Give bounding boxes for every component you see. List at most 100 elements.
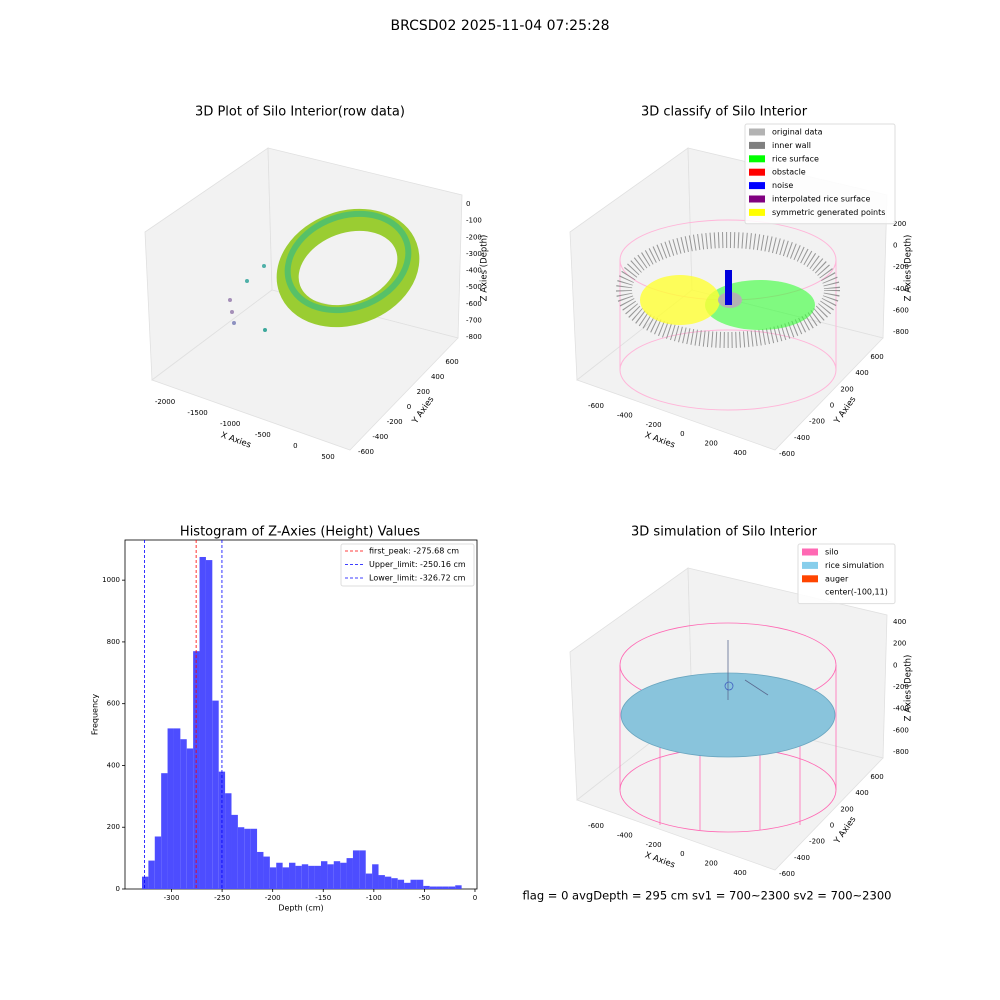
y-tick-label: -600 [779, 870, 795, 878]
x-tick-label: 0 [680, 430, 684, 438]
z-tick-label: -600 [466, 300, 482, 308]
x-tick-label: 400 [733, 449, 746, 457]
z-tick-label: 400 [893, 618, 906, 626]
histogram-bar [397, 879, 405, 889]
y-tick-label: 600 [870, 353, 883, 361]
x-tick-label: -400 [617, 831, 633, 839]
y-tick-label: 0 [407, 403, 411, 411]
figure-title: BRCSD02 2025-11-04 07:25:28 [390, 18, 609, 34]
y-tick-label: 200 [840, 805, 853, 813]
x-tick-label: -200 [646, 841, 662, 849]
z-tick-label: -400 [893, 705, 909, 713]
x-tick-label: -200 [646, 421, 662, 429]
histogram-bar [308, 865, 315, 889]
z-tick-label: 0 [893, 242, 897, 250]
histogram-bar [257, 851, 264, 889]
chart-title: 3D simulation of Silo Interior [631, 525, 818, 540]
x-tick-label: -400 [617, 411, 633, 419]
classified-cloud [616, 219, 840, 411]
y-tick-label: 600 [870, 773, 883, 781]
z-tick-label: -600 [893, 306, 909, 314]
x-tick-label: -600 [588, 822, 604, 830]
x-tick-label: -100 [366, 894, 382, 902]
y-tick-label: 600 [445, 358, 458, 366]
legend-label: noise [772, 181, 793, 190]
legend-label: inner wall [772, 141, 811, 150]
z-tick-label: -800 [893, 748, 909, 756]
histogram-bar [352, 850, 360, 889]
legend-label: Lower_limit: -326.72 cm [369, 574, 466, 583]
histogram-bar [340, 862, 347, 889]
x-tick-label: 0 [293, 442, 297, 450]
legend-swatch [802, 548, 818, 556]
histogram-bar [295, 865, 302, 889]
legend-label: Upper_limit: -250.16 cm [369, 560, 466, 569]
histogram-bar [154, 836, 162, 889]
histogram-bar [320, 861, 328, 889]
x-tick-label: -2000 [155, 398, 175, 406]
histogram-bar [429, 886, 437, 889]
histogram-bar [436, 886, 443, 889]
y-tick-label: 0 [830, 822, 834, 830]
histogram-bar [161, 773, 168, 889]
footer-text: flag = 0 avgDepth = 295 cm sv1 = 700~230… [523, 889, 892, 903]
z-tick-label: -400 [893, 285, 909, 293]
legend-box [744, 123, 896, 225]
legend-label: center(-100,11) [825, 588, 888, 597]
legend-swatch [802, 561, 818, 569]
x-tick-label: 0 [473, 894, 477, 902]
histogram-bar [333, 861, 341, 889]
histogram-bar [384, 876, 392, 889]
histogram-bar [269, 867, 277, 889]
legend-swatch [749, 195, 765, 203]
legend-label: obstacle [772, 168, 806, 177]
legend-label: auger [825, 574, 849, 583]
x-tick-label: 200 [705, 440, 718, 448]
z-tick-label: 200 [893, 640, 906, 648]
legend-label: symmetric generated points [772, 208, 885, 217]
histogram-bar [276, 862, 283, 889]
x-tick-label: -200 [265, 894, 281, 902]
y-tick-label: 0 [116, 885, 120, 893]
z-tick-label: -200 [466, 233, 482, 241]
x-tick-label: -1500 [187, 409, 207, 417]
y-tick-label: -600 [358, 448, 374, 456]
histogram-bar [180, 739, 187, 889]
histogram-bar [237, 827, 245, 889]
legend-label: interpolated rice surface [772, 195, 870, 204]
z-tick-label: -800 [893, 328, 909, 336]
y-tick-label: 200 [417, 388, 430, 396]
histogram-bar [148, 860, 155, 889]
y-tick-label: 400 [855, 369, 868, 377]
histogram-bar [301, 864, 309, 889]
histogram-bar [448, 886, 456, 889]
legend-swatch [749, 141, 765, 149]
legend-swatch [749, 128, 765, 136]
z-tick-label: -500 [466, 283, 482, 291]
y-tick-label: -400 [794, 434, 810, 442]
y-tick-label: 200 [107, 823, 120, 831]
histogram-bar [423, 885, 430, 889]
histogram-bar [205, 560, 213, 889]
y-tick-label: 200 [840, 385, 853, 393]
y-tick-label: 0 [830, 402, 834, 410]
histogram-bar [410, 879, 417, 889]
histogram-bar [225, 793, 232, 889]
histogram-bar [244, 828, 251, 889]
legend-label: rice simulation [825, 561, 884, 570]
y-tick-label: 400 [855, 789, 868, 797]
z-tick-label: -600 [893, 726, 909, 734]
histogram-bar [327, 864, 334, 889]
y-tick-label: 600 [107, 700, 120, 708]
y-tick-label: 400 [107, 761, 120, 769]
silo-wireframe [619, 622, 837, 833]
histogram-bar [314, 865, 321, 889]
legend-swatch [749, 168, 765, 176]
histogram-bar [250, 828, 258, 889]
x-tick-label: -1000 [220, 420, 240, 428]
histogram-bar [282, 867, 290, 889]
histogram-bar [167, 728, 174, 889]
legend-swatch [749, 208, 765, 216]
chart-title: Histogram of Z-Axies (Height) Values [180, 525, 420, 540]
